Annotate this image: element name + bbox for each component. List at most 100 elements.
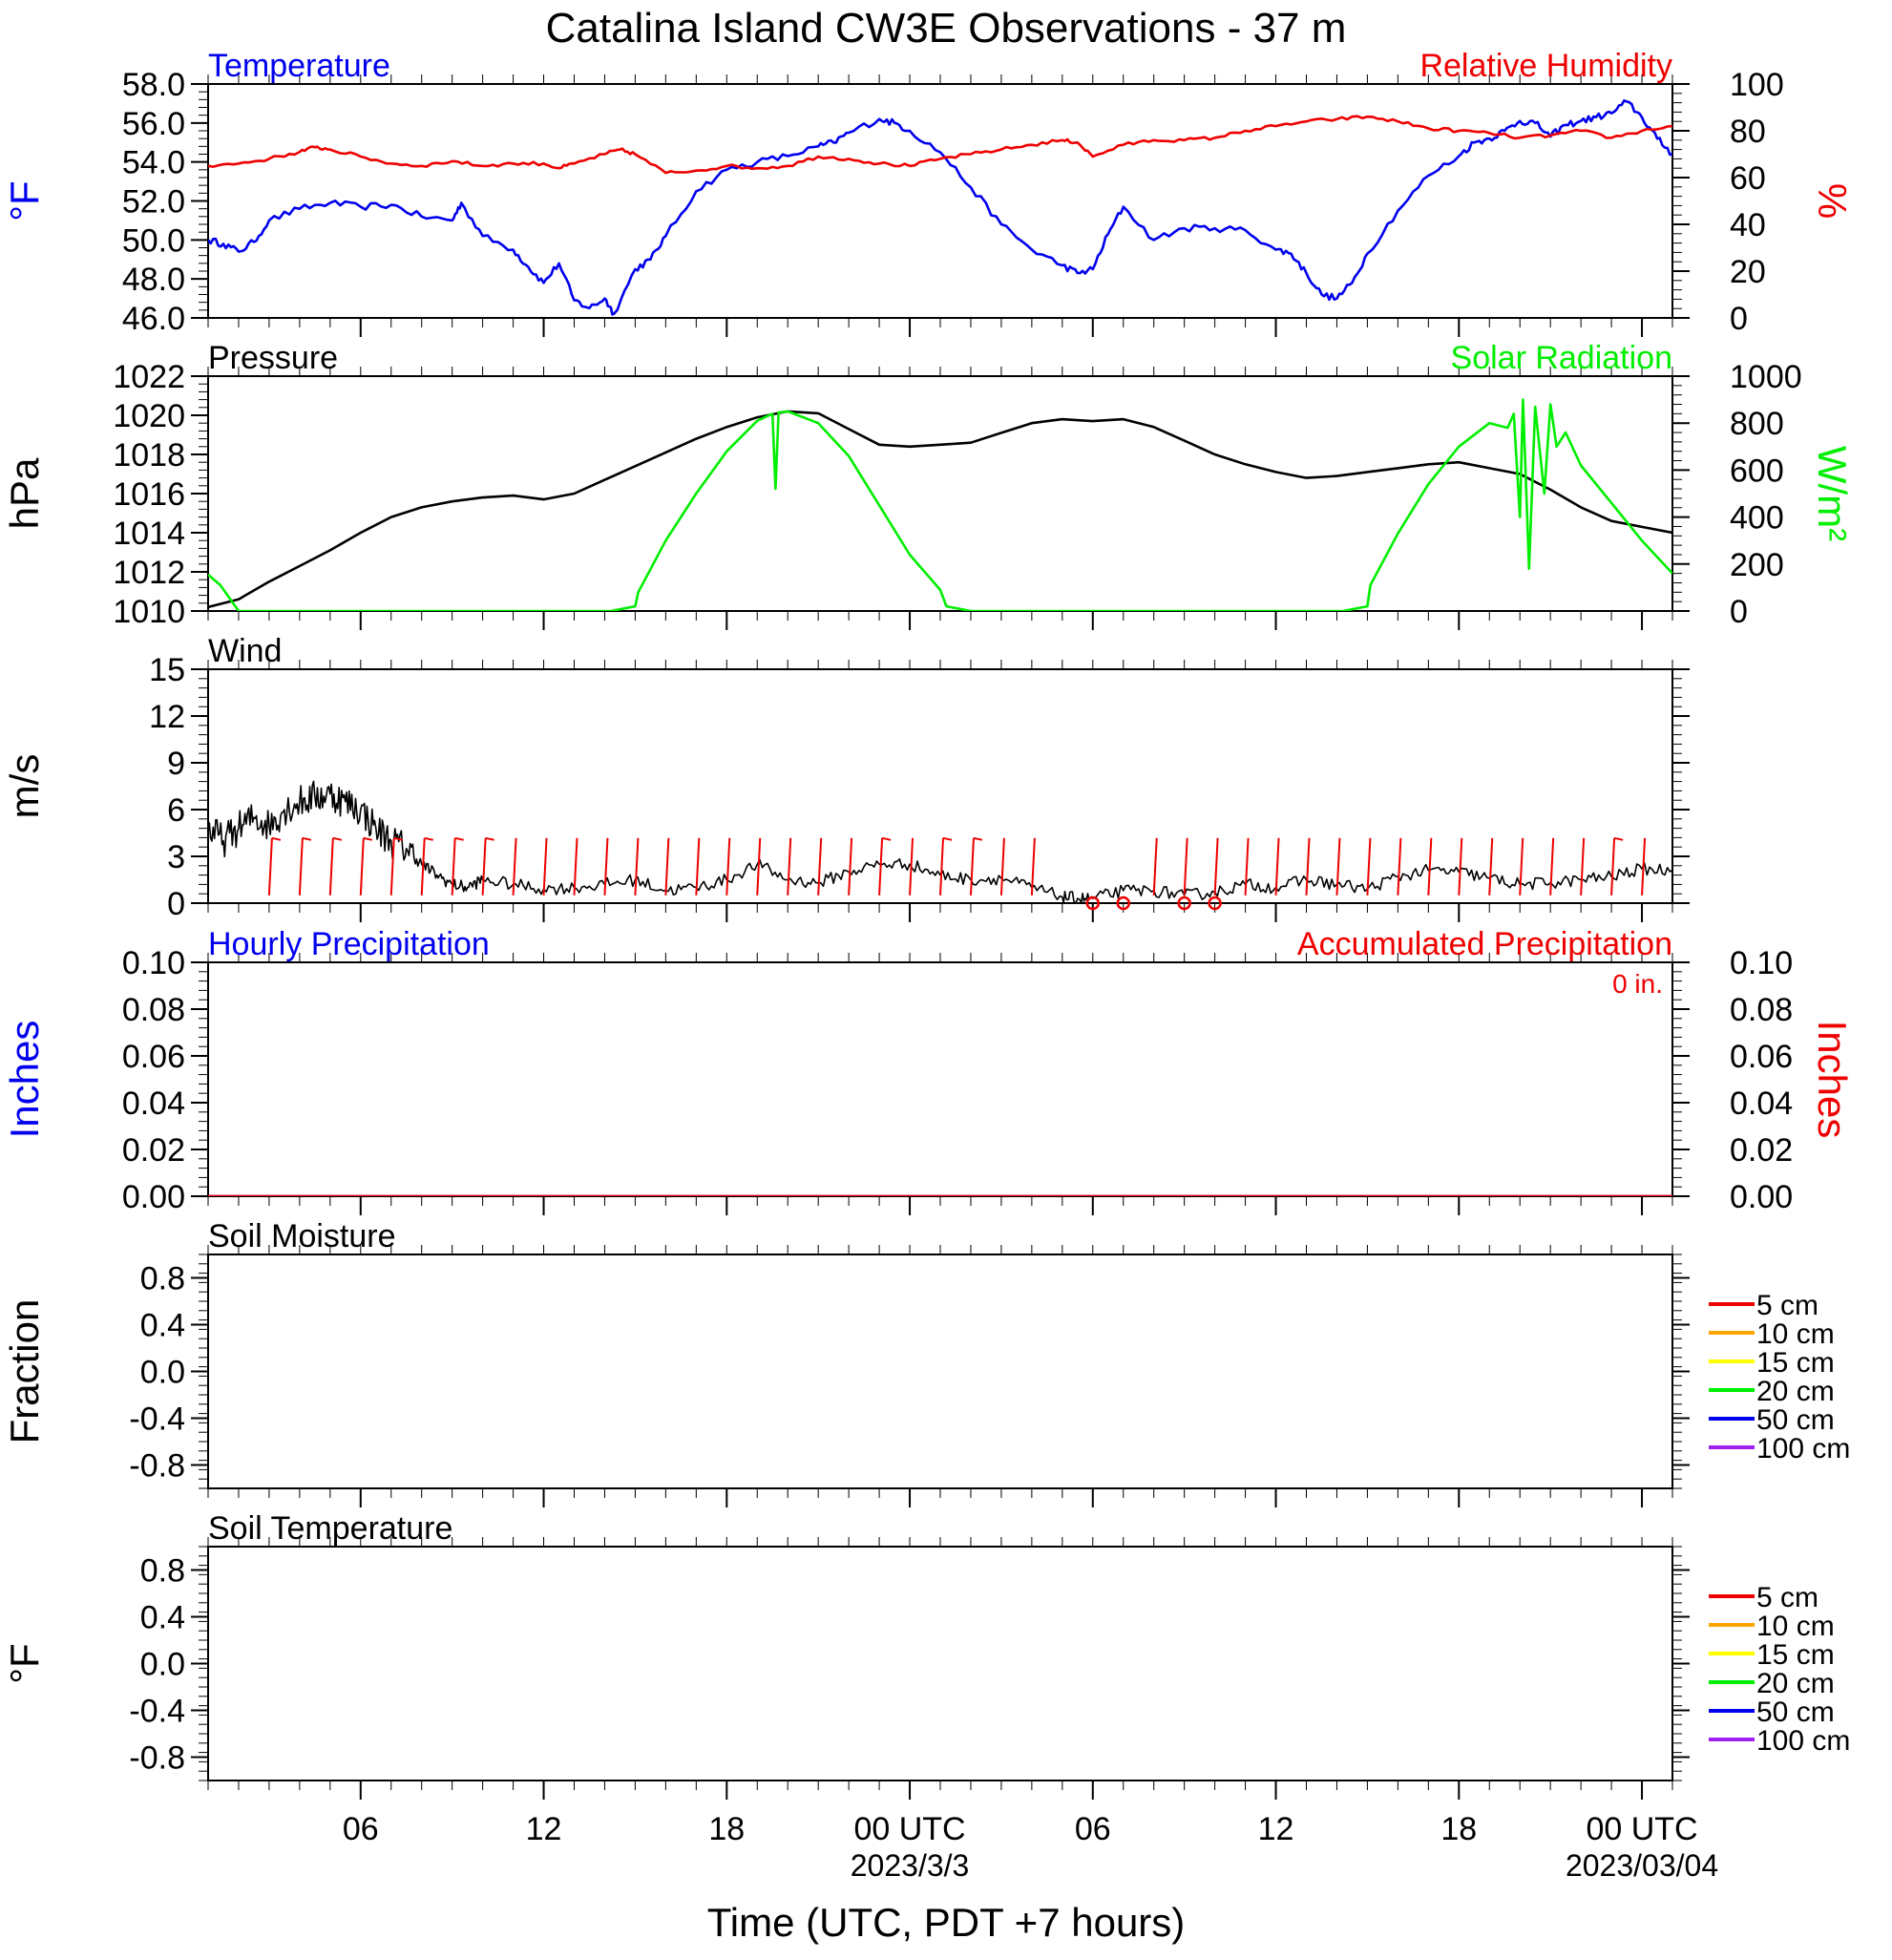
wind-barb (298, 836, 312, 896)
wind-barb (542, 837, 548, 896)
y-tick-label: 6 (167, 792, 185, 829)
y2-tick-label: 0.08 (1730, 992, 1793, 1028)
x-tick-label: 18 (1440, 1811, 1477, 1847)
wind-barb-flag (454, 836, 464, 841)
y2-tick-label: 1000 (1730, 359, 1802, 395)
panel-soil_moisture: -0.8 -0.4 0.0 0.4 0.8 Soil Moisture Fraction 5 … (2, 1218, 1850, 1507)
wind-barb (1366, 837, 1372, 896)
wind-barb (939, 836, 953, 896)
y-tick-label: 0.4 (140, 1600, 185, 1636)
y-tick-label: 0.8 (140, 1261, 185, 1297)
wind-barb (664, 837, 670, 896)
wind-barb (1183, 837, 1188, 896)
legend-label: 5 cm (1756, 1582, 1818, 1613)
wind-barb (1427, 837, 1433, 896)
y-tick-label: -0.4 (129, 1402, 185, 1438)
series-temperature (208, 99, 1672, 316)
wind-barb-staff (756, 837, 762, 896)
wind-barb-staff (512, 837, 517, 896)
wind-barb-staff (1213, 837, 1219, 896)
y-tick-label: -0.8 (129, 1448, 185, 1485)
y2-axis-label: Inches (1810, 1021, 1855, 1139)
wind-barb (1030, 837, 1036, 896)
x-axis-label: Time (UTC, PDT +7 hours) (707, 1900, 1186, 1945)
wind-barb-staff (573, 837, 578, 896)
y2-tick-label: 400 (1730, 500, 1784, 537)
y-tick-label: 58.0 (122, 67, 185, 103)
wind-barb-staff (1366, 837, 1372, 896)
wind-barb-staff (999, 837, 1005, 896)
y-axis-label: Fraction (2, 1299, 47, 1444)
panel-temp_rh: 46.048.050.052.054.056.058.0 0 20 40 60 80 100… (2, 48, 1855, 337)
y2-tick-label: 20 (1730, 254, 1766, 290)
y-axis-label: °F (2, 1643, 47, 1683)
panel-title-right: Relative Humidity (1419, 48, 1672, 84)
wind-barb-staff (1152, 837, 1158, 896)
y-tick-label: 50.0 (122, 222, 185, 259)
wind-barb-staff (451, 837, 456, 896)
y2-tick-label: 0.00 (1730, 1179, 1793, 1215)
wind-barb-flag (973, 836, 983, 841)
y-tick-label: 0.04 (122, 1085, 185, 1122)
y-axis-label: hPa (2, 457, 47, 529)
y2-tick-label: 40 (1730, 207, 1766, 243)
y-tick-label: 1012 (113, 555, 185, 591)
wind-barb-staff (725, 837, 731, 896)
wind-barb-staff (298, 837, 304, 896)
wind-barb (999, 837, 1005, 896)
x-tick-label: 18 (708, 1811, 745, 1847)
legend-label: 50 cm (1756, 1697, 1835, 1728)
plot-frame (207, 1254, 1673, 1489)
calm-wind-marker (1116, 896, 1130, 911)
wind-barb (848, 837, 853, 896)
y2-tick-label: 80 (1730, 114, 1766, 150)
wind-barb (1549, 837, 1555, 896)
y-tick-label: 0.08 (122, 992, 185, 1028)
legend-label: 10 cm (1756, 1318, 1835, 1350)
wind-barb-staff (664, 837, 670, 896)
wind-barb-staff (1030, 837, 1036, 896)
y2-tick-label: 200 (1730, 547, 1784, 583)
x-tick-label: 06 (343, 1811, 379, 1847)
calm-wind-marker (1085, 896, 1101, 911)
wind-barb-staff (1641, 837, 1647, 896)
wind-barb (634, 837, 640, 896)
y-tick-label: 1010 (113, 594, 185, 630)
wind-barb-staff (420, 837, 426, 896)
wind-barb-flag (485, 836, 494, 841)
wind-barb-staff (1549, 837, 1555, 896)
y-tick-label: 15 (149, 652, 185, 688)
y2-tick-label: 0.04 (1730, 1085, 1793, 1122)
wind-barb (603, 837, 609, 896)
y-tick-label: 9 (167, 746, 185, 782)
wind-barb-flag (363, 836, 373, 841)
wind-barb-flag (1613, 836, 1624, 841)
panel-title-right: Solar Radiation (1451, 340, 1672, 376)
wind-barb (573, 837, 578, 896)
y2-axis-label: % (1810, 183, 1855, 219)
x-tick-label: 12 (526, 1811, 562, 1847)
wind-barb-staff (1183, 837, 1188, 896)
wind-barb (1213, 837, 1219, 896)
wind-barb (1244, 837, 1250, 896)
y-tick-label: 52.0 (122, 184, 185, 221)
x-tick-label: 12 (1258, 1811, 1294, 1847)
wind-barb-staff (1397, 837, 1402, 896)
wind-barb-staff (328, 837, 334, 896)
wind-barb-flag (424, 836, 433, 841)
wind-barb (1580, 837, 1586, 896)
wind-barb (359, 836, 373, 896)
wind-barb-staff (1458, 837, 1463, 896)
plot-frame (207, 375, 1673, 612)
wind-barb-flag (393, 836, 403, 841)
y-tick-label: -0.8 (129, 1740, 185, 1777)
y-tick-label: 0.02 (122, 1132, 185, 1169)
wind-barb (420, 836, 433, 896)
wind-barb-staff (481, 837, 487, 896)
panel-annotation: 0 in. (1612, 969, 1663, 999)
legend-label: 10 cm (1756, 1611, 1835, 1642)
wind-barb (328, 836, 343, 896)
y2-tick-label: 100 (1730, 67, 1784, 103)
